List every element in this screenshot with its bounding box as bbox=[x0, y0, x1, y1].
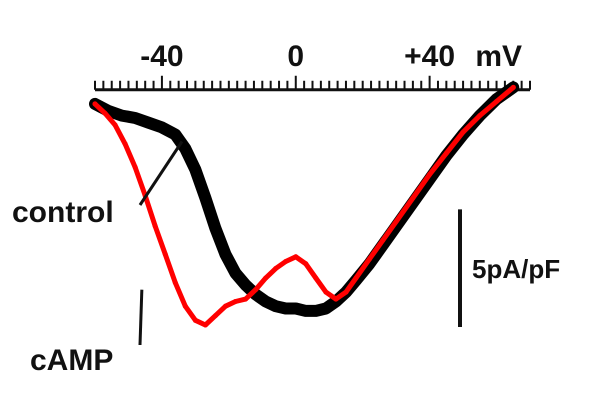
data-point-camp bbox=[353, 275, 359, 281]
data-point-camp bbox=[283, 259, 289, 264]
data-point-control bbox=[300, 305, 311, 316]
x-tick-labels: -40 0 +40 bbox=[140, 40, 455, 73]
x-tick-label: -40 bbox=[140, 40, 183, 73]
data-point-camp bbox=[192, 317, 198, 323]
camp-series-label: cAMP bbox=[30, 344, 113, 377]
data-point-control bbox=[290, 303, 301, 314]
data-point-control bbox=[130, 113, 141, 123]
x-tick-label: 0 bbox=[287, 40, 304, 73]
data-point-camp bbox=[273, 266, 279, 271]
x-axis-ticks bbox=[94, 75, 531, 90]
series-camp-group bbox=[92, 84, 516, 328]
data-point-control bbox=[230, 268, 241, 279]
x-tick-label: +40 bbox=[404, 40, 455, 73]
data-point-camp bbox=[494, 99, 499, 104]
data-point-camp bbox=[102, 110, 108, 116]
data-point-camp bbox=[293, 254, 299, 260]
data-point-control bbox=[210, 223, 221, 234]
series-layer bbox=[89, 81, 520, 328]
data-point-camp bbox=[172, 280, 178, 286]
data-point-camp bbox=[333, 296, 339, 302]
control-leader-line bbox=[138, 140, 184, 206]
data-point-control bbox=[200, 193, 211, 203]
data-point-camp bbox=[410, 195, 416, 201]
data-point-control bbox=[240, 280, 251, 290]
data-point-camp bbox=[323, 289, 329, 295]
data-point-control bbox=[280, 303, 291, 314]
data-point-camp bbox=[152, 223, 158, 229]
data-point-camp bbox=[510, 84, 516, 90]
data-point-camp bbox=[366, 256, 372, 262]
data-point-camp bbox=[132, 164, 138, 170]
data-point-control bbox=[270, 301, 281, 312]
data-point-control bbox=[143, 117, 154, 128]
x-unit-label: mV bbox=[475, 40, 522, 73]
data-point-camp bbox=[477, 113, 483, 119]
data-point-control bbox=[170, 129, 181, 140]
data-point-camp bbox=[162, 251, 168, 257]
data-point-control bbox=[116, 110, 127, 121]
data-point-camp bbox=[213, 313, 218, 319]
data-point-control bbox=[190, 164, 201, 175]
data-point-camp bbox=[92, 101, 98, 107]
data-point-control bbox=[156, 122, 167, 133]
data-point-camp bbox=[460, 129, 466, 135]
series-line-control bbox=[89, 81, 520, 317]
data-point-camp bbox=[243, 296, 249, 302]
data-point-camp bbox=[263, 275, 269, 281]
data-point-camp bbox=[112, 122, 118, 128]
data-point-control bbox=[220, 249, 231, 260]
data-point-control bbox=[320, 303, 331, 314]
data-point-camp bbox=[343, 289, 349, 295]
scale-bar-label: 5pA/pF bbox=[472, 254, 560, 284]
camp-leader-line bbox=[138, 289, 144, 346]
data-point-camp bbox=[303, 261, 309, 267]
series-control-group bbox=[89, 81, 520, 317]
data-point-camp bbox=[313, 275, 319, 281]
data-point-control bbox=[260, 296, 271, 307]
data-point-camp bbox=[202, 322, 208, 328]
control-series-label: control bbox=[12, 196, 114, 229]
data-point-camp bbox=[233, 299, 238, 304]
data-point-camp bbox=[253, 287, 259, 293]
data-point-camp bbox=[380, 237, 386, 243]
data-point-camp bbox=[443, 150, 449, 156]
data-point-camp bbox=[427, 171, 433, 177]
data-point-camp bbox=[223, 303, 228, 309]
data-point-control bbox=[180, 143, 191, 154]
data-point-control bbox=[310, 305, 321, 316]
data-point-camp bbox=[182, 303, 188, 309]
data-point-camp bbox=[122, 141, 128, 147]
data-point-camp bbox=[393, 219, 399, 224]
